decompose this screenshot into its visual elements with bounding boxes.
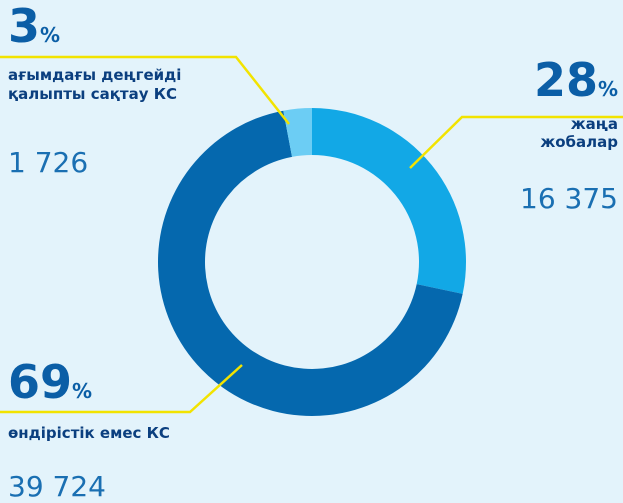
category-label: қалыпты сақтау КС <box>8 85 177 103</box>
donut-segment <box>312 108 466 294</box>
percent-sign: % <box>40 23 60 47</box>
category-label: жобалар <box>540 133 618 151</box>
donut-segment <box>157 110 463 417</box>
donut <box>157 108 466 417</box>
percent-label: 69% <box>8 355 92 409</box>
percent-value: 28 <box>534 53 598 107</box>
percent-value: 69 <box>8 355 72 409</box>
leader-line <box>409 115 623 169</box>
value-label: 39 724 <box>8 470 106 503</box>
value-label: 1 726 <box>8 146 88 179</box>
percent-sign: % <box>598 77 618 101</box>
leader-line <box>0 55 290 125</box>
donut-segment <box>283 108 312 157</box>
category-label: өндірістік емес КС <box>8 424 170 442</box>
value-label: 16 375 <box>520 182 618 215</box>
category-label: ағымдағы деңгейді <box>8 66 181 84</box>
category-label: жаңа <box>571 115 618 133</box>
percent-label: 3% <box>8 0 60 53</box>
leader-line <box>0 364 243 414</box>
percent-label: 28% <box>534 53 618 107</box>
percent-sign: % <box>72 379 92 403</box>
percent-value: 3 <box>8 0 40 53</box>
